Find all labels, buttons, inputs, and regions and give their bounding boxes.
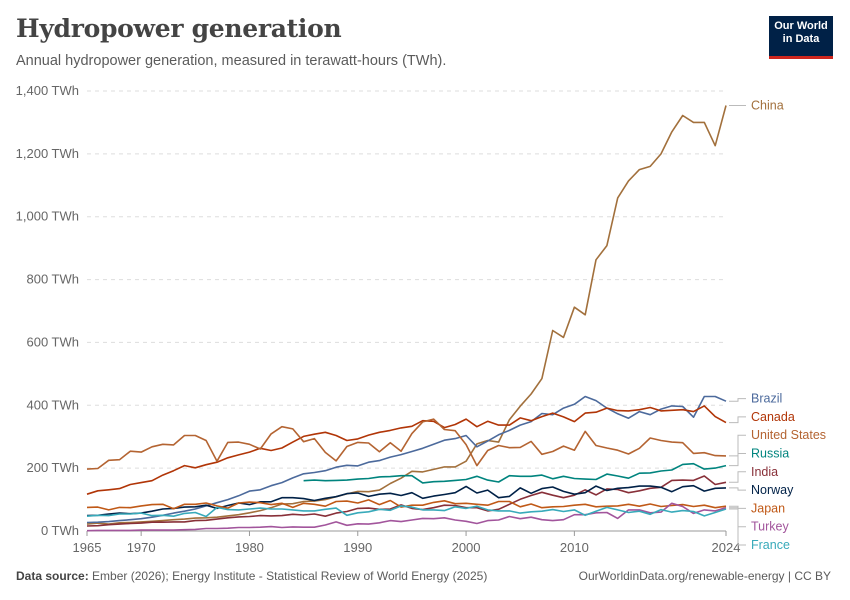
owid-logo[interactable]: Our World in Data [769,16,833,59]
y-tick-label: 1,400 TWh [16,83,79,98]
label-connector-russia [729,453,746,467]
label-connector-india [729,471,746,483]
series-label-india[interactable]: India [751,465,778,479]
y-tick-label: 800 TWh [26,272,79,287]
label-connector-norway [729,487,746,491]
logo-line-2: in Data [782,33,820,45]
series-line-canada[interactable] [86,405,727,495]
series-label-china[interactable]: China [751,98,784,112]
y-tick-label: 200 TWh [26,460,79,475]
source-link[interactable]: OurWorldinData.org/renewable-energy | CC… [578,569,831,583]
logo-line-1: Our World [774,20,828,32]
y-tick-label: 400 TWh [26,397,79,412]
data-source: Data source: Ember (2026); Energy Instit… [16,569,487,583]
chart-title: Hydropower generation [16,14,342,43]
series-label-brazil[interactable]: Brazil [751,392,782,406]
label-connector-brazil [729,398,746,402]
series-line-norway[interactable] [86,484,727,517]
gridlines [87,90,726,532]
series-line-turkey[interactable] [86,502,727,532]
data-source-label: Data source: [16,569,89,583]
series-label-canada[interactable]: Canada [751,410,795,424]
label-connector-canada [729,416,746,424]
series-label-russia[interactable]: Russia [751,447,789,461]
label-connector-france [729,508,746,546]
y-axis-ticks: 0 TWh 200 TWh 400 TWh 600 TWh 800 TWh 1,000 T… [16,83,79,538]
series-lines [86,105,727,532]
label-connector-united-states [729,434,746,457]
x-tick-label: 1965 [73,540,102,555]
data-source-text[interactable]: Ember (2026); Energy Institute - Statist… [92,569,488,583]
series-label-turkey[interactable]: Turkey [751,520,789,534]
y-tick-label: 600 TWh [26,334,79,349]
x-tick-label: 2024 [712,540,741,555]
series-line-china[interactable] [86,105,727,525]
x-axis-ticks: 1965 1970 1980 1990 2000 2010 2024 [73,531,741,555]
series-label-united-states[interactable]: United States [751,428,826,442]
series-line-united-states[interactable] [86,418,727,470]
series-end-labels: China Brazil Canada United States Russia Indi… [729,98,826,552]
y-tick-label: 0 TWh [41,523,79,538]
chart-subtitle: Annual hydropower generation, measured i… [16,53,447,69]
x-tick-label: 1970 [127,540,156,555]
x-tick-label: 1990 [343,540,372,555]
x-tick-label: 1980 [235,540,264,555]
series-label-france[interactable]: France [751,538,790,552]
series-line-brazil[interactable] [86,395,727,524]
series-line-japan[interactable] [86,499,727,511]
y-tick-label: 1,000 TWh [16,209,79,224]
x-tick-label: 2010 [560,540,589,555]
series-label-norway[interactable]: Norway [751,483,794,497]
x-tick-label: 2000 [452,540,481,555]
series-line-france[interactable] [86,505,727,518]
y-tick-label: 1,200 TWh [16,146,79,161]
series-label-japan[interactable]: Japan [751,501,785,515]
series-line-russia[interactable] [303,462,727,484]
